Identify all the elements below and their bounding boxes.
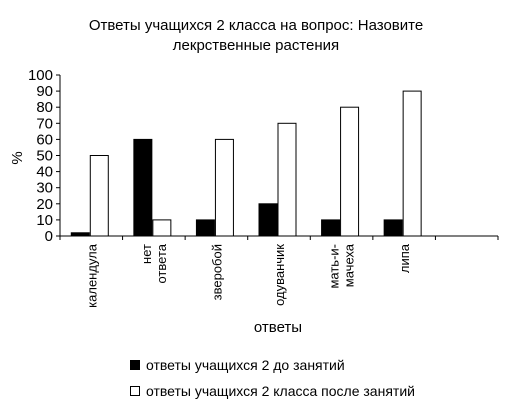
y-tick-label-40: 40 — [36, 164, 53, 181]
bar-before-2 — [195, 219, 215, 237]
y-tick-label-80: 80 — [36, 99, 53, 116]
bar-before-3 — [258, 203, 278, 237]
bar-before-5 — [383, 219, 403, 237]
bar-after-0 — [89, 155, 109, 237]
bar-before-1 — [133, 138, 153, 237]
x-tick-label-2: зверобой — [209, 244, 224, 300]
chart-title-line-2: лекрственные растения — [172, 37, 340, 54]
bar-before-4 — [321, 219, 341, 237]
legend-label-after: ответы учащихся 2 класса после занятий — [146, 383, 415, 399]
bar-after-5 — [402, 90, 422, 237]
legend-label-before: ответы учащихся 2 до занятий — [146, 357, 345, 373]
y-tick-label-50: 50 — [36, 148, 53, 165]
y-tick-label-100: 100 — [28, 67, 53, 84]
x-tick-label-5: липа — [397, 243, 412, 273]
x-tick-label-0: календула — [84, 243, 99, 308]
bar-after-4 — [340, 106, 360, 237]
x-tick-label-1: нетответа — [139, 243, 169, 283]
legend-item-after: ответы учащихся 2 класса после занятий — [130, 378, 415, 404]
y-tick-label-60: 60 — [36, 131, 53, 148]
y-tick-label-30: 30 — [36, 180, 53, 197]
legend-item-before: ответы учащихся 2 до занятий — [130, 352, 415, 378]
y-tick-label-90: 90 — [36, 83, 53, 100]
x-axis-label: ответы — [254, 319, 302, 336]
y-tick-label-20: 20 — [36, 196, 53, 213]
chart-legend: ответы учащихся 2 до занятий ответы учащ… — [130, 352, 415, 404]
x-tick-label-3: одуванчик — [272, 244, 287, 306]
y-axis-label: % — [9, 151, 26, 164]
bar-after-3 — [277, 122, 297, 237]
y-tick-label-70: 70 — [36, 115, 53, 132]
bar-before-0 — [70, 232, 90, 237]
bar-after-1 — [152, 219, 172, 237]
bar-after-2 — [214, 138, 234, 237]
y-tick-label-10: 10 — [36, 212, 53, 229]
chart-title-line-1: Ответы учащихся 2 класса на вопрос: Назо… — [88, 17, 424, 34]
legend-swatch-after — [130, 386, 140, 396]
legend-swatch-before — [130, 360, 140, 370]
y-tick-label-0: 0 — [45, 228, 53, 245]
x-tick-label-4: мать-и-мачеха — [327, 243, 357, 288]
